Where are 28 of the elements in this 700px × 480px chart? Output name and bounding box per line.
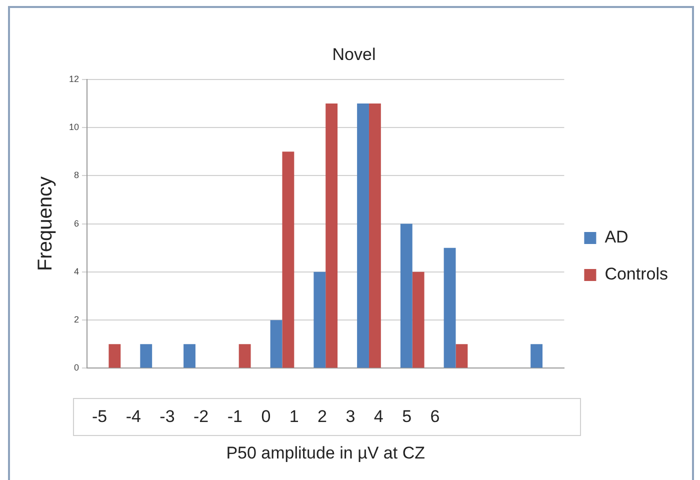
y-tick-label: 12 bbox=[68, 74, 80, 84]
bar bbox=[140, 344, 152, 368]
text: -5 -4 -3 -2 -1 0 1 2 3 4 5 6 bbox=[73, 398, 581, 436]
bar bbox=[456, 344, 468, 368]
y-tick-label: 4 bbox=[74, 266, 80, 276]
y-axis-title: Frequency bbox=[34, 176, 57, 272]
bar bbox=[326, 103, 338, 368]
y-tick-label: 6 bbox=[74, 218, 80, 228]
y-tick-label: 2 bbox=[74, 314, 80, 325]
x-axis-title: P50 amplitude in µV at CZ bbox=[226, 443, 425, 462]
bar bbox=[238, 344, 251, 368]
bar bbox=[270, 320, 282, 368]
bar bbox=[282, 152, 294, 368]
bar bbox=[444, 248, 456, 368]
bar bbox=[314, 272, 326, 368]
bar bbox=[412, 272, 424, 368]
y-tick-label: 8 bbox=[74, 170, 80, 180]
bar bbox=[400, 224, 412, 368]
bar bbox=[184, 344, 196, 368]
y-tick-label: 0 bbox=[74, 362, 80, 373]
y-tick-label: 10 bbox=[68, 122, 80, 132]
bar bbox=[357, 103, 369, 368]
bar bbox=[530, 344, 543, 368]
chart-title: Novel bbox=[332, 44, 376, 64]
legend-label: AD bbox=[604, 228, 628, 247]
bar bbox=[368, 103, 381, 368]
bar bbox=[108, 344, 121, 368]
legend-label: Controls bbox=[604, 264, 668, 284]
